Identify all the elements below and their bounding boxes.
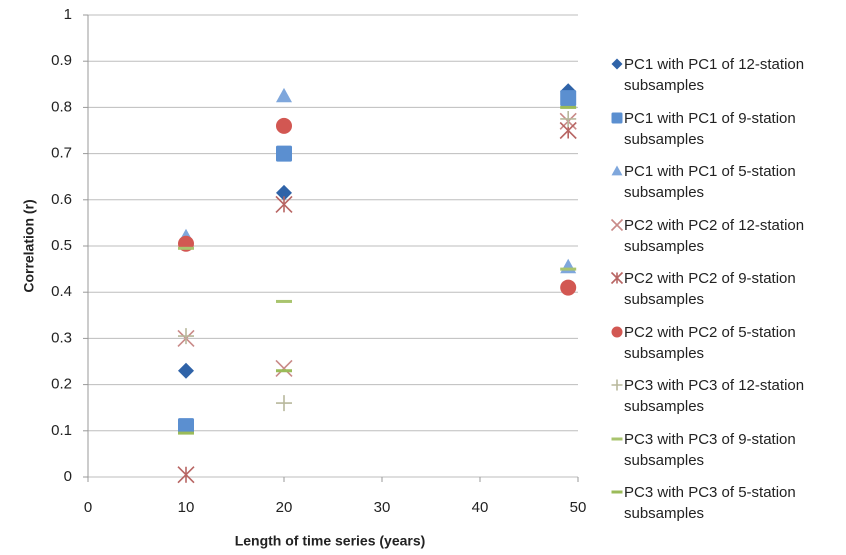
- legend-label: PC1 with PC1 of 9-station subsamples: [624, 109, 796, 148]
- x-tick-label: 20: [276, 499, 293, 516]
- y-axis-title: Correlation (r): [21, 199, 37, 292]
- marker: [276, 369, 292, 373]
- marker: [611, 112, 623, 123]
- marker: [611, 437, 623, 440]
- legend-label: PC2 with PC2 of 9-station subsamples: [624, 270, 796, 308]
- marker: [276, 117, 292, 134]
- marker: [178, 328, 194, 345]
- marker: [560, 258, 577, 274]
- y-tick-label: 0.3: [51, 329, 72, 346]
- x-tick-label: 50: [570, 499, 587, 516]
- marker: [275, 359, 293, 377]
- legend-marker: [610, 271, 624, 285]
- legend-entry: PC3 with PC3 of 12-station subsamples: [610, 375, 840, 429]
- y-tick-label: 0.9: [51, 52, 72, 69]
- legend-entry: PC2 with PC2 of 9-station subsamples: [610, 268, 840, 322]
- x-tick-label: 40: [472, 499, 489, 516]
- legend-entry: PC1 with PC1 of 9-station subsamples: [610, 108, 840, 162]
- marker: [178, 362, 194, 379]
- marker: [177, 466, 195, 484]
- legend-entry: PC2 with PC2 of 5-station subsamples: [610, 322, 840, 376]
- marker: [610, 218, 624, 231]
- marker: [276, 87, 292, 103]
- y-tick-label: 0.1: [51, 422, 72, 439]
- legend: PC1 with PC1 of 12-station subsamples PC1…: [610, 54, 840, 536]
- marker: [276, 395, 292, 412]
- legend-entry: PC1 with PC1 of 5-station subsamples: [610, 161, 840, 215]
- legend-marker: [611, 165, 623, 176]
- legend-label: PC3 with PC3 of 9-station subsamples: [624, 430, 796, 469]
- marker: [275, 195, 293, 213]
- legend-entry: PC3 with PC3 of 5-station subsamples: [610, 482, 840, 536]
- legend-label: PC2 with PC2 of 5-station subsamples: [624, 323, 796, 362]
- legend-marker: [611, 326, 623, 337]
- marker: [276, 145, 292, 162]
- x-tick-label: 30: [374, 499, 391, 516]
- legend-marker: [611, 490, 623, 494]
- marker: [611, 326, 623, 337]
- y-tick-label: 0.4: [51, 283, 72, 300]
- marker: [560, 279, 577, 296]
- legend-marker: [611, 379, 623, 391]
- legend-label: PC3 with PC3 of 5-station subsamples: [624, 484, 796, 522]
- y-tick-label: 1: [64, 6, 72, 23]
- legend-marker: [611, 58, 623, 70]
- marker: [611, 490, 623, 494]
- marker: [560, 110, 577, 127]
- legend-label: PC2 with PC2 of 12-station subsamples: [624, 216, 805, 255]
- y-tick-label: 0.6: [51, 191, 72, 208]
- marker: [611, 379, 623, 391]
- y-tick-label: 0.8: [51, 98, 72, 115]
- x-tick-label: 10: [178, 499, 195, 516]
- marker: [276, 184, 292, 201]
- marker: [276, 299, 292, 303]
- marker: [611, 165, 623, 176]
- x-axis-title: Length of time series (years): [235, 533, 426, 549]
- y-tick-label: 0: [64, 468, 72, 485]
- legend-marker: [611, 112, 623, 123]
- marker: [610, 271, 624, 285]
- marker: [178, 431, 194, 435]
- legend-label: PC1 with PC1 of 12-station subsamples: [624, 56, 805, 94]
- legend-marker: [610, 218, 624, 231]
- y-tick-label: 0.5: [51, 237, 72, 254]
- legend-label: PC3 with PC3 of 12-station subsamples: [624, 377, 805, 415]
- y-tick-label: 0.2: [51, 376, 72, 393]
- legend-entry: PC1 with PC1 of 12-station subsamples: [610, 54, 840, 108]
- legend-marker: [611, 437, 623, 440]
- x-tick-label: 0: [84, 499, 92, 516]
- y-tick-label: 0.7: [51, 145, 72, 162]
- legend-label: PC1 with PC1 of 5-station subsamples: [624, 163, 796, 201]
- marker: [560, 90, 577, 107]
- marker: [560, 105, 577, 109]
- marker: [560, 267, 577, 271]
- marker: [178, 418, 194, 435]
- marker: [178, 246, 194, 250]
- legend-entry: PC3 with PC3 of 9-station subsamples: [610, 429, 840, 483]
- marker: [611, 58, 623, 70]
- legend-entry: PC2 with PC2 of 12-station subsamples: [610, 215, 840, 269]
